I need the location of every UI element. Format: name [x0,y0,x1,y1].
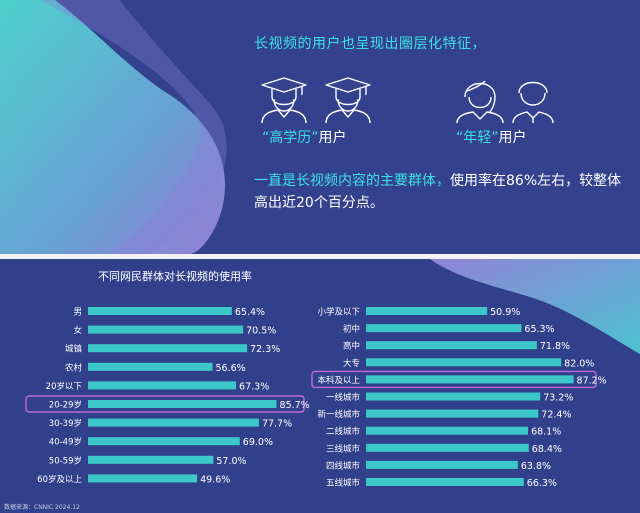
category-label: 本科及以上 [317,375,360,386]
category-label: 二线城市 [326,426,361,437]
bar [88,400,277,408]
bar [366,358,562,367]
value-label: 49.6% [200,474,230,485]
bar [88,455,214,464]
category-label: 一线城市 [326,392,361,403]
value-label: 65.3% [524,324,554,335]
top-panel [0,0,640,254]
category-label: 高中 [343,341,360,352]
category-label: 初中 [343,324,360,335]
headline: 长视频的用户也呈现出圈层化特征， [254,36,486,52]
category-label: 20岁以下 [46,381,83,392]
category-label: 小学及以下 [317,307,360,318]
highlight-box [311,370,597,389]
graduate-icon [261,77,371,124]
category-label: 男 [73,308,82,318]
value-label: 57.0% [216,456,246,467]
bar [366,460,518,469]
edu-group-label: “高学历”用户 [262,127,347,147]
young-suffix: 用户 [498,130,527,146]
bar [88,344,248,353]
body-rest: 使用率在86%左右，较整体高出近20个百分点。 [254,173,622,211]
bar [88,325,244,334]
value-label: 50.9% [490,307,520,318]
value-label: 70.5% [246,326,276,337]
category-label: 20-29岁 [49,400,82,411]
value-label: 66.3% [527,478,557,489]
value-label: 72.3% [250,344,280,355]
body-highlight: 一直是长视频内容的主要群体， [254,173,450,189]
category-label: 城镇 [65,344,83,355]
value-label: 72.4% [541,410,571,421]
category-label: 40-49岁 [49,437,82,448]
value-label: 56.6% [216,363,246,374]
bar [366,324,522,333]
bar [366,392,541,401]
bar [88,362,213,371]
value-label: 82.0% [564,358,594,369]
value-label: 71.8% [540,341,570,352]
category-label: 新一线城市 [317,409,360,420]
bar [366,341,537,350]
category-label: 50-59岁 [49,455,82,466]
bar [88,418,259,427]
value-label: 65.4% [235,307,265,318]
young-highlight: “年轻” [456,130,499,146]
bar [88,437,240,446]
category-label: 30-39岁 [49,418,82,429]
category-label: 大专 [343,358,360,369]
edu-suffix: 用户 [318,130,347,146]
value-label: 68.1% [531,427,561,438]
value-label: 87.2% [577,375,607,386]
value-label: 85.7% [280,400,310,411]
value-label: 63.8% [521,461,551,472]
bar [366,375,574,384]
data-source: 数据来源：CNNIC 2024.12 [4,504,80,511]
value-label: 77.7% [262,419,292,430]
section-divider [0,254,640,259]
bar [366,307,488,315]
bar [88,381,237,390]
young-group-label: “年轻”用户 [456,127,527,147]
young-people-icon [456,80,554,124]
category-label: 农村 [65,362,83,373]
bar [366,409,539,418]
bar [366,426,529,435]
body-text: 一直是长视频内容的主要群体，使用率在86%左右，较整体高出近20个百分点。 [254,170,624,214]
chart-title: 不同网民群体对长视频的使用率 [98,270,252,283]
category-label: 三线城市 [326,443,361,454]
edu-highlight: “高学历” [262,130,319,146]
category-label: 四线城市 [326,460,361,471]
value-label: 68.4% [532,444,562,455]
category-label: 60岁及以上 [37,474,82,485]
top-decoration [0,0,227,254]
value-label: 69.0% [243,437,273,448]
category-label: 五线城市 [326,478,361,489]
bar [366,478,524,486]
highlight-box [25,395,305,413]
bar [88,474,198,483]
category-label: 女 [73,325,82,336]
bar [88,307,232,315]
bottom-decoration [430,259,640,354]
value-label: 73.2% [543,393,573,404]
value-label: 67.3% [239,381,269,392]
bar [366,443,529,452]
